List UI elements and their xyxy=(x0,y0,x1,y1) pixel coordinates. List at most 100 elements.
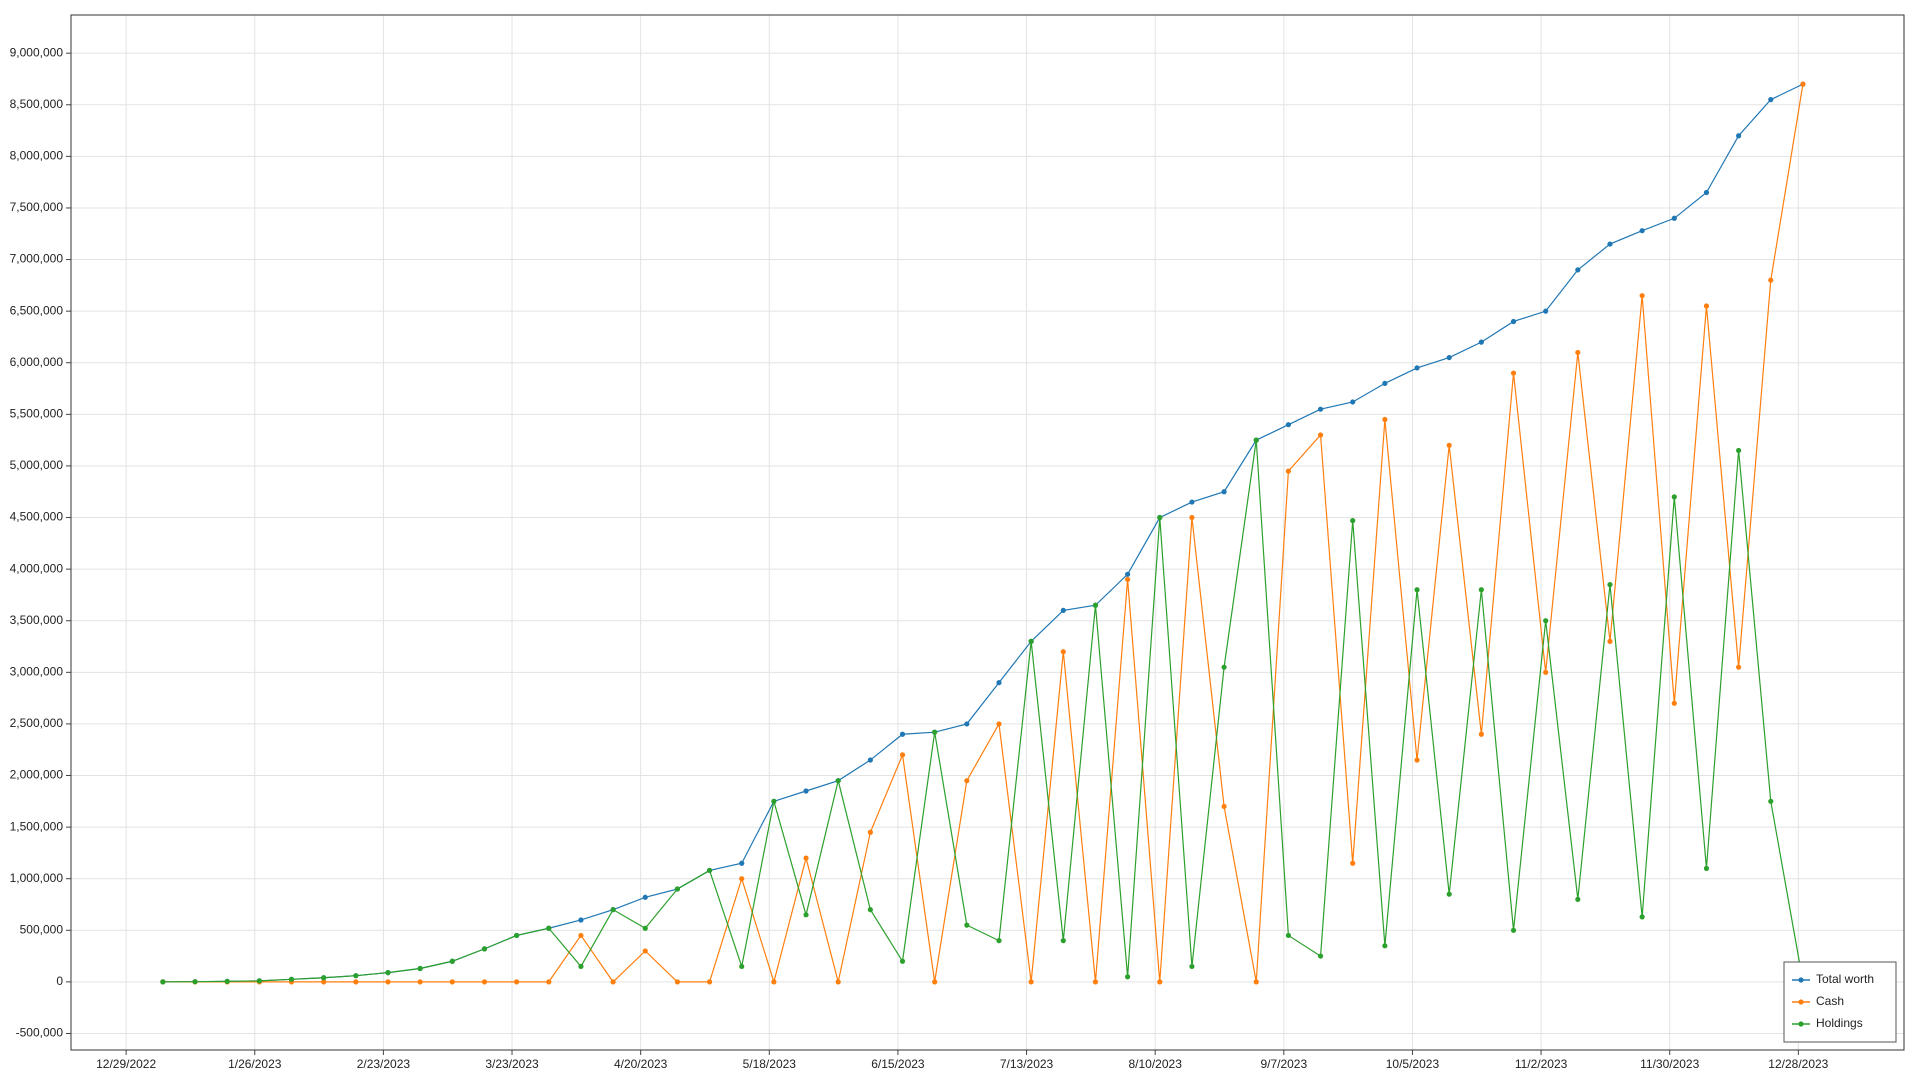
y-tick-label: 2,500,000 xyxy=(10,716,64,730)
data-point xyxy=(546,925,552,931)
data-point xyxy=(1157,979,1163,985)
data-point xyxy=(256,978,262,984)
data-point xyxy=(1157,514,1163,521)
data-point xyxy=(1575,896,1581,902)
data-point xyxy=(1414,587,1420,593)
data-point xyxy=(1575,267,1581,273)
data-point xyxy=(578,932,584,939)
data-point xyxy=(1189,499,1195,505)
data-point xyxy=(674,886,681,892)
legend-marker xyxy=(1798,999,1804,1005)
data-point xyxy=(1414,757,1420,763)
y-tick-label: 8,000,000 xyxy=(10,149,64,163)
data-point xyxy=(385,970,391,976)
data-point xyxy=(1478,339,1484,345)
data-point xyxy=(803,912,809,918)
data-point xyxy=(1125,576,1131,583)
data-point xyxy=(449,958,455,964)
data-point xyxy=(1317,432,1324,438)
y-tick-label: 2,000,000 xyxy=(10,768,64,782)
data-point xyxy=(417,979,423,985)
x-tick-label: 12/29/2022 xyxy=(96,1057,156,1071)
x-tick-label: 2/23/2023 xyxy=(357,1057,411,1071)
data-point xyxy=(610,907,616,913)
data-point xyxy=(514,932,520,939)
data-point xyxy=(1768,798,1774,804)
series-line xyxy=(162,83,1804,983)
y-tick-label: 0 xyxy=(56,974,63,988)
y-tick-label: 9,000,000 xyxy=(10,45,64,59)
data-point xyxy=(321,979,327,985)
data-point xyxy=(1221,489,1227,495)
x-tick-label: 9/7/2023 xyxy=(1260,1057,1307,1071)
data-point xyxy=(160,979,166,985)
data-point xyxy=(867,757,873,763)
data-point xyxy=(899,731,906,737)
data-point xyxy=(1478,731,1484,737)
data-point xyxy=(642,894,648,900)
data-point xyxy=(1768,97,1774,103)
x-tick-label: 5/18/2023 xyxy=(743,1057,797,1071)
data-point xyxy=(481,946,488,952)
y-tick-label: 5,500,000 xyxy=(10,407,64,421)
data-point xyxy=(1639,293,1645,299)
data-point xyxy=(578,917,584,923)
x-tick-label: 11/2/2023 xyxy=(1515,1057,1568,1071)
data-point xyxy=(642,948,648,954)
y-tick-label: 7,000,000 xyxy=(10,252,64,266)
data-point xyxy=(1125,571,1131,577)
data-point xyxy=(867,907,873,913)
data-point xyxy=(1382,943,1388,949)
data-point xyxy=(1575,349,1581,356)
data-point xyxy=(1189,963,1195,970)
y-tick-label: 1,000,000 xyxy=(10,871,64,885)
data-point xyxy=(449,979,455,985)
data-point xyxy=(1607,582,1613,588)
data-point xyxy=(1510,927,1517,933)
x-tick-label: 8/10/2023 xyxy=(1128,1057,1182,1071)
data-point xyxy=(481,979,488,985)
data-point xyxy=(321,975,327,981)
data-point xyxy=(1800,81,1806,87)
data-point xyxy=(1382,416,1388,423)
data-point xyxy=(1317,953,1324,959)
legend-marker xyxy=(1798,977,1804,983)
data-point xyxy=(1317,406,1324,412)
data-point xyxy=(1446,891,1452,897)
data-point xyxy=(353,973,359,979)
y-tick-label: -500,000 xyxy=(16,1026,64,1040)
x-tick-label: 12/28/2023 xyxy=(1768,1057,1828,1071)
data-point xyxy=(1607,241,1613,247)
data-point xyxy=(1510,370,1517,376)
data-point xyxy=(771,798,777,804)
data-point xyxy=(964,922,970,928)
legend-label: Total worth xyxy=(1816,972,1874,986)
data-point xyxy=(1414,365,1420,371)
data-point xyxy=(1736,447,1742,454)
y-tick-label: 3,500,000 xyxy=(10,613,64,627)
data-point xyxy=(1221,664,1227,670)
data-point xyxy=(1350,518,1356,524)
legend: Total worth Cash Holdings xyxy=(1783,961,1897,1043)
y-tick-label: 5,000,000 xyxy=(10,458,64,472)
data-point xyxy=(803,788,809,794)
data-point xyxy=(1285,422,1292,428)
data-point xyxy=(1671,215,1677,221)
data-point xyxy=(1543,308,1549,314)
series-line xyxy=(162,84,1804,985)
legend-label: Holdings xyxy=(1816,1016,1863,1030)
data-point xyxy=(1060,607,1066,614)
x-tick-label: 4/20/2023 xyxy=(614,1057,668,1071)
y-tick-label: 4,000,000 xyxy=(10,561,64,575)
y-tick-label: 1,500,000 xyxy=(10,819,64,833)
data-point xyxy=(899,752,906,758)
data-point xyxy=(1189,514,1195,521)
x-tick-label: 10/5/2023 xyxy=(1386,1057,1440,1071)
y-tick-label: 3,000,000 xyxy=(10,664,64,678)
data-point xyxy=(224,978,230,984)
data-point xyxy=(996,938,1002,944)
data-point xyxy=(1060,649,1066,655)
data-point xyxy=(1028,638,1034,644)
x-tick-label: 6/15/2023 xyxy=(871,1057,925,1071)
